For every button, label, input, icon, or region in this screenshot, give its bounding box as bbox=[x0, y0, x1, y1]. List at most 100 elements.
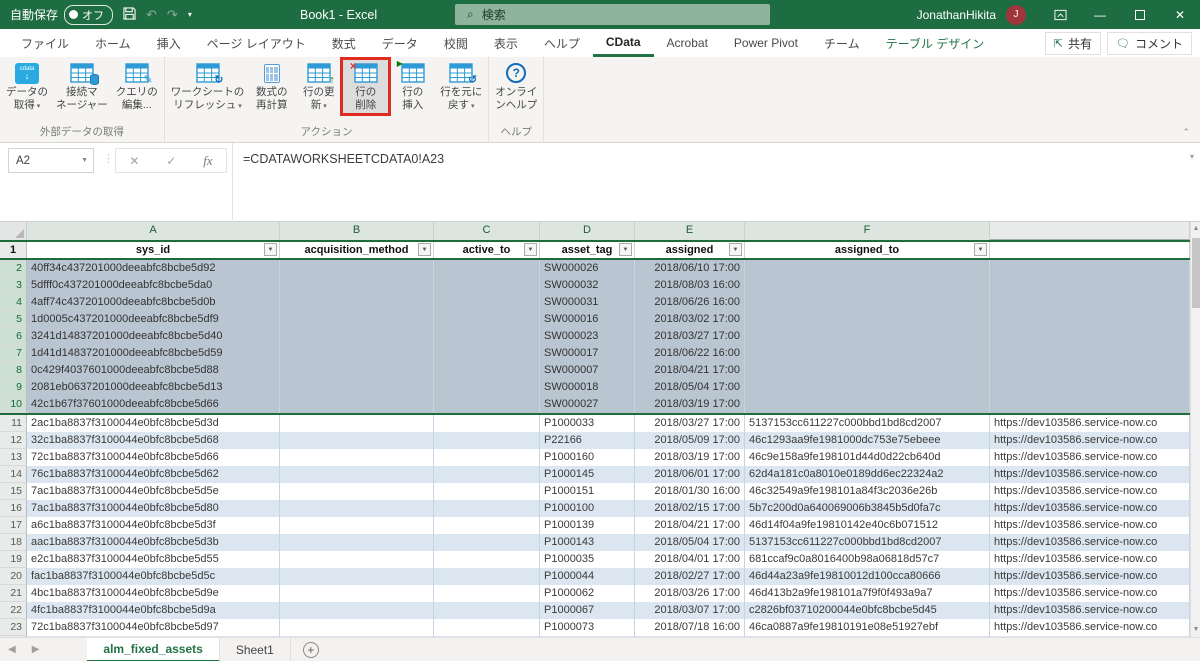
maximize-button[interactable] bbox=[1120, 0, 1160, 29]
row-header-16[interactable]: 16 bbox=[0, 500, 27, 517]
ribbon-tab-8[interactable]: ヘルプ bbox=[543, 36, 580, 51]
name-box-caret-icon[interactable]: ▼ bbox=[81, 157, 88, 164]
cell-D11[interactable]: P1000033 bbox=[540, 415, 635, 432]
cell-A11[interactable]: 2ac1ba8837f3100044e0bfc8bcbe5d3d bbox=[27, 415, 280, 432]
cell-F23[interactable]: 46ca0887a9fe19810191e08e51927ebf bbox=[745, 619, 990, 636]
cell-A17[interactable]: a6c1ba8837f3100044e0bfc8bcbe5d3f bbox=[27, 517, 280, 534]
cell-B7[interactable] bbox=[280, 345, 434, 362]
cell-F21[interactable]: 46d413b2a9fe198101a7f9f0f493a9a7 bbox=[745, 585, 990, 602]
insert-function-icon[interactable]: fx bbox=[203, 152, 213, 168]
ribbon-button-refresh-worksheet[interactable]: ↻ ワークシートの リフレッシュ ▾ bbox=[167, 59, 249, 114]
sheet-nav-right-icon[interactable]: ▶ bbox=[31, 644, 40, 655]
enter-formula-icon[interactable]: ✓ bbox=[166, 153, 177, 168]
sheet-nav-left-icon[interactable]: ◀ bbox=[8, 644, 16, 655]
cell-E20[interactable]: 2018/02/27 17:00 bbox=[635, 568, 745, 585]
cell-A19[interactable]: e2c1ba8837f3100044e0bfc8bcbe5d55 bbox=[27, 551, 280, 568]
cell-E13[interactable]: 2018/03/19 17:00 bbox=[635, 449, 745, 466]
cell-F2[interactable] bbox=[745, 260, 990, 277]
cell-D4[interactable]: SW000031 bbox=[540, 294, 635, 311]
undo-icon[interactable]: ↶ bbox=[146, 6, 157, 22]
cell-A16[interactable]: 7ac1ba8837f3100044e0bfc8bcbe5d80 bbox=[27, 500, 280, 517]
cell-F11[interactable]: 5137153cc611227c000bbd1bd8cd2007 bbox=[745, 415, 990, 432]
row-header-12[interactable]: 12 bbox=[0, 432, 27, 449]
cell-C23[interactable] bbox=[434, 619, 540, 636]
cell-C15[interactable] bbox=[434, 483, 540, 500]
row-header-18[interactable]: 18 bbox=[0, 534, 27, 551]
table-column-header-assigned_to[interactable]: assigned_to ▼ bbox=[745, 242, 990, 258]
cell-D15[interactable]: P1000151 bbox=[540, 483, 635, 500]
cell-G5[interactable] bbox=[990, 311, 1190, 328]
ribbon-button-delete-rows[interactable]: × 行の 削除 bbox=[340, 56, 392, 117]
cell-C5[interactable] bbox=[434, 311, 540, 328]
customize-qat-icon[interactable]: ▾ bbox=[187, 10, 192, 19]
cell-A23[interactable]: 72c1ba8837f3100044e0bfc8bcbe5d97 bbox=[27, 619, 280, 636]
filter-dropdown-icon[interactable]: ▼ bbox=[524, 243, 537, 256]
close-button[interactable]: ✕ bbox=[1174, 7, 1186, 22]
cell-F19[interactable]: 681ccaf9c0a8016400b98a06818d57c7 bbox=[745, 551, 990, 568]
cell-B17[interactable] bbox=[280, 517, 434, 534]
row-header-11[interactable]: 11 bbox=[0, 415, 27, 432]
ribbon-tab-11[interactable]: Power Pivot bbox=[733, 36, 798, 50]
cell-F6[interactable] bbox=[745, 328, 990, 345]
ribbon-button-connection-manager[interactable]: 接続マ ネージャー bbox=[52, 59, 112, 114]
ribbon-display-options-icon[interactable] bbox=[1040, 0, 1080, 29]
row-header-23[interactable]: 23 bbox=[0, 619, 27, 636]
column-header-7[interactable] bbox=[990, 222, 1190, 240]
cell-G17[interactable]: https://dev103586.service-now.co bbox=[990, 517, 1190, 534]
cell-F13[interactable]: 46c9e158a9fe198101d44d0d22cb640d bbox=[745, 449, 990, 466]
cell-E8[interactable]: 2018/04/21 17:00 bbox=[635, 362, 745, 379]
cell-A8[interactable]: 0c429f4037601000deeabfc8bcbe5d88 bbox=[27, 362, 280, 379]
cell-D19[interactable]: P1000035 bbox=[540, 551, 635, 568]
cell-A15[interactable]: 7ac1ba8837f3100044e0bfc8bcbe5d5e bbox=[27, 483, 280, 500]
cell-B9[interactable] bbox=[280, 379, 434, 396]
cell-A24[interactable]: 78c1ba8837f3100044e0bfc8bcbe5d93 bbox=[27, 636, 280, 637]
cell-D5[interactable]: SW000016 bbox=[540, 311, 635, 328]
row-header-13[interactable]: 13 bbox=[0, 449, 27, 466]
cell-B4[interactable] bbox=[280, 294, 434, 311]
cell-B8[interactable] bbox=[280, 362, 434, 379]
cell-C4[interactable] bbox=[434, 294, 540, 311]
cell-B10[interactable] bbox=[280, 396, 434, 413]
row-header-9[interactable]: 9 bbox=[0, 379, 27, 396]
scroll-up-icon[interactable]: ▲ bbox=[1192, 225, 1200, 232]
ribbon-tab-9[interactable]: CData bbox=[592, 29, 654, 57]
cell-C9[interactable] bbox=[434, 379, 540, 396]
row-header-19[interactable]: 19 bbox=[0, 551, 27, 568]
cell-B15[interactable] bbox=[280, 483, 434, 500]
cell-B23[interactable] bbox=[280, 619, 434, 636]
row-header-2[interactable]: 2 bbox=[0, 260, 27, 277]
ribbon-tab-6[interactable]: 校閲 bbox=[443, 36, 468, 51]
cell-B3[interactable] bbox=[280, 277, 434, 294]
new-sheet-button[interactable]: + bbox=[302, 641, 319, 658]
cell-G18[interactable]: https://dev103586.service-now.co bbox=[990, 534, 1190, 551]
column-header-C[interactable]: C bbox=[434, 222, 540, 240]
cell-G19[interactable]: https://dev103586.service-now.co bbox=[990, 551, 1190, 568]
cell-G11[interactable]: https://dev103586.service-now.co bbox=[990, 415, 1190, 432]
ribbon-button-update-rows[interactable]: ↑ 行の更新 ▾ bbox=[295, 59, 342, 114]
cell-C13[interactable] bbox=[434, 449, 540, 466]
cell-B20[interactable] bbox=[280, 568, 434, 585]
cell-C16[interactable] bbox=[434, 500, 540, 517]
cell-G15[interactable]: https://dev103586.service-now.co bbox=[990, 483, 1190, 500]
minimize-button[interactable]: — bbox=[1094, 7, 1106, 22]
cell-D17[interactable]: P1000139 bbox=[540, 517, 635, 534]
cell-G14[interactable]: https://dev103586.service-now.co bbox=[990, 466, 1190, 483]
ribbon-tab-5[interactable]: データ bbox=[381, 36, 418, 51]
cell-B12[interactable] bbox=[280, 432, 434, 449]
sheet-tab-Sheet1[interactable]: Sheet1 bbox=[220, 637, 291, 661]
cell-G8[interactable] bbox=[990, 362, 1190, 379]
cell-G23[interactable]: https://dev103586.service-now.co bbox=[990, 619, 1190, 636]
cell-E4[interactable]: 2018/06/26 16:00 bbox=[635, 294, 745, 311]
row-header-5[interactable]: 5 bbox=[0, 311, 27, 328]
cell-E22[interactable]: 2018/03/07 17:00 bbox=[635, 602, 745, 619]
cell-E11[interactable]: 2018/03/27 17:00 bbox=[635, 415, 745, 432]
cell-F15[interactable]: 46c32549a9fe198101a84f3c2036e26b bbox=[745, 483, 990, 500]
cell-E15[interactable]: 2018/01/30 16:00 bbox=[635, 483, 745, 500]
cell-G13[interactable]: https://dev103586.service-now.co bbox=[990, 449, 1190, 466]
ribbon-tab-13[interactable]: テーブル デザイン bbox=[885, 36, 985, 51]
cell-F9[interactable] bbox=[745, 379, 990, 396]
cell-F4[interactable] bbox=[745, 294, 990, 311]
table-column-header-active_to[interactable]: active_to ▼ bbox=[434, 242, 540, 258]
cell-C18[interactable] bbox=[434, 534, 540, 551]
cell-B24[interactable] bbox=[280, 636, 434, 637]
